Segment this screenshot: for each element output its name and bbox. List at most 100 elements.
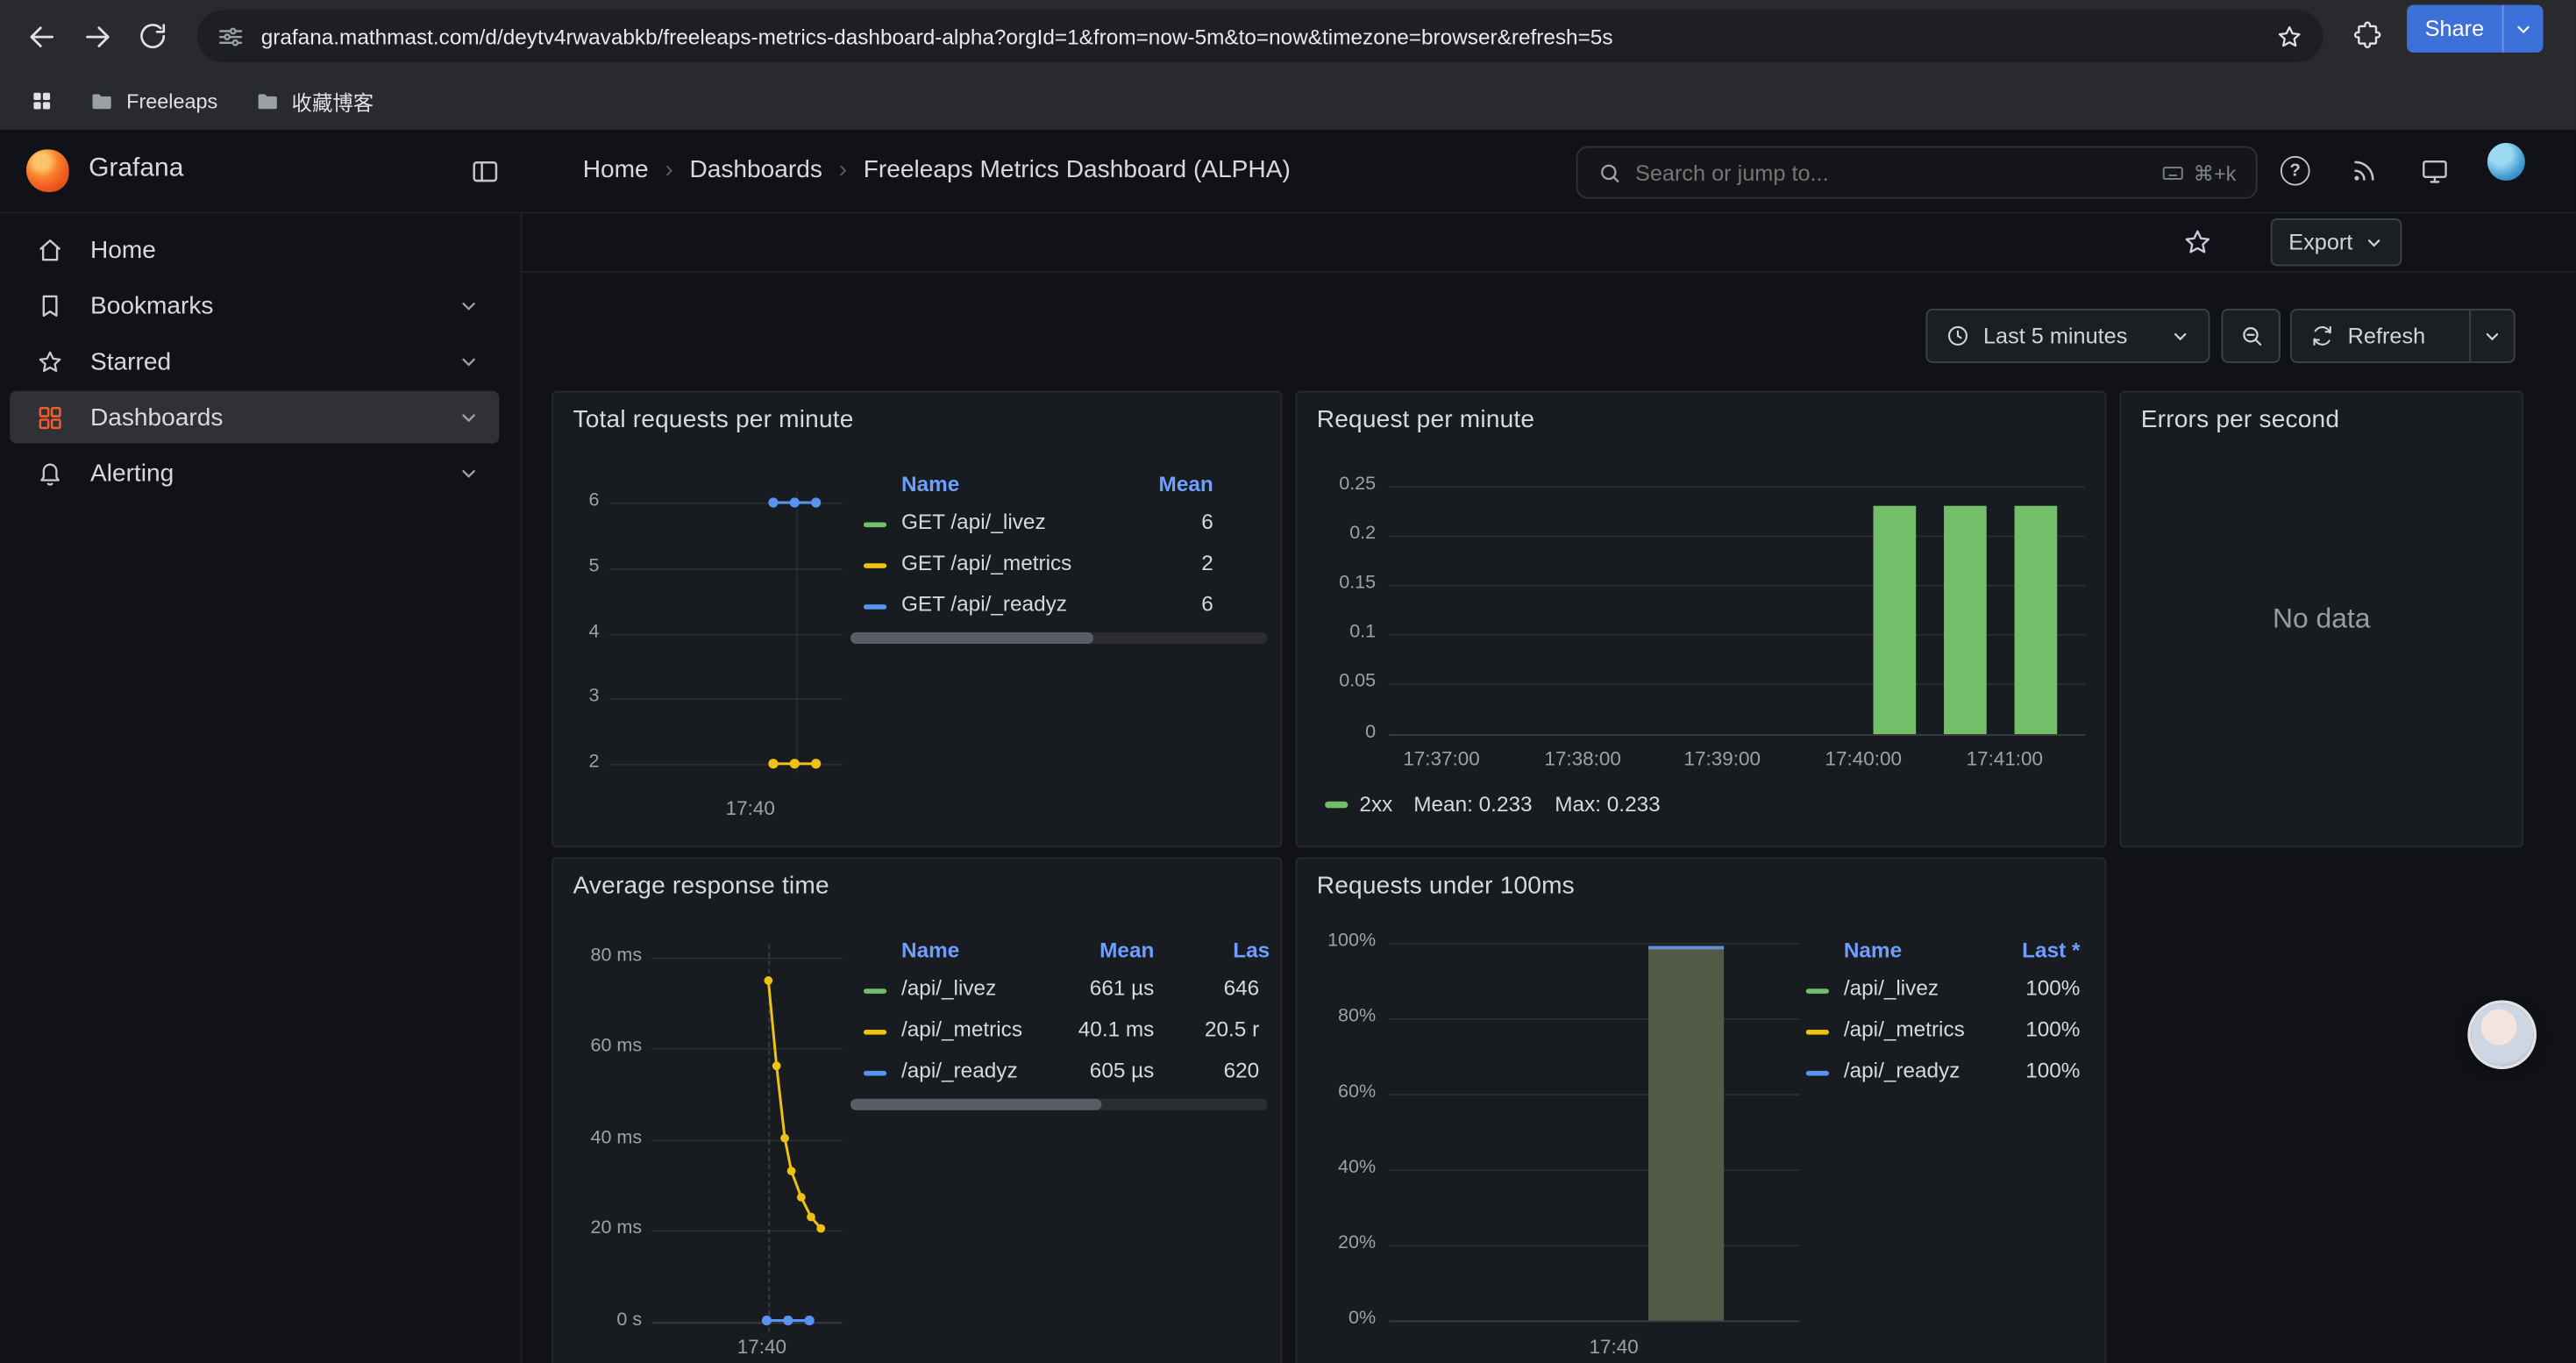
sidebar-item-dashboards[interactable]: Dashboards — [10, 391, 499, 444]
panel-errors-per-second[interactable]: Errors per second No data — [2119, 391, 2523, 848]
legend-col-name[interactable]: Name — [1844, 938, 1902, 962]
panel-request-per-minute[interactable]: Request per minute 0.25 0.2 0.15 0.1 0.0… — [1295, 391, 2106, 848]
panel-total-requests-per-minute[interactable]: Total requests per minute 6 5 4 3 2 17:4… — [551, 391, 1282, 848]
reload-icon[interactable] — [125, 8, 181, 64]
y-tick: 0.05 — [1307, 672, 1377, 691]
legend-max: Max: 0.233 — [1555, 792, 1660, 817]
help-icon[interactable]: ? — [2281, 156, 2310, 186]
breadcrumb-home[interactable]: Home — [583, 156, 649, 184]
bookmark-freeleaps[interactable]: Freeleaps — [79, 82, 228, 121]
y-tick: 0.1 — [1307, 623, 1377, 642]
url-bar[interactable]: grafana.mathmast.com/d/deytv4rwavabkb/fr… — [197, 10, 2323, 62]
y-tick: 80% — [1307, 1007, 1377, 1026]
x-tick: 17:38:00 — [1534, 747, 1632, 770]
breadcrumb-dashboards[interactable]: Dashboards — [689, 156, 822, 184]
bookmark-blogs[interactable]: 收藏博客 — [244, 79, 383, 124]
x-tick: 17:39:00 — [1673, 747, 1771, 770]
legend-col-mean[interactable]: Mean — [1056, 938, 1154, 962]
legend-col-name[interactable]: Name — [901, 471, 959, 496]
legend-col-last[interactable]: Las — [1233, 938, 1270, 962]
floating-avatar[interactable] — [2471, 1003, 2533, 1066]
legend-col-mean[interactable]: Mean — [1114, 471, 1213, 496]
favorite-star-icon[interactable] — [2182, 226, 2214, 258]
sidebar-item-label: Alerting — [90, 459, 174, 487]
legend-col-last[interactable]: Last * — [1974, 938, 2081, 962]
series-swatch — [864, 604, 886, 610]
panel-title: Request per minute — [1317, 406, 1535, 434]
y-tick: 20 ms — [563, 1218, 642, 1238]
panel-average-response-time[interactable]: Average response time 80 ms 60 ms 40 ms … — [551, 857, 1282, 1363]
x-tick: 17:37:00 — [1392, 747, 1491, 770]
series-swatch — [1806, 1071, 1829, 1076]
news-rss-icon[interactable] — [2350, 156, 2380, 186]
chevron-down-icon[interactable] — [458, 406, 479, 427]
refresh-button[interactable]: Refresh — [2290, 309, 2516, 363]
time-range-picker[interactable]: Last 5 minutes — [1925, 309, 2210, 363]
sidebar-nav: Home Bookmarks Starred Dashboards — [0, 213, 522, 1363]
sidebar-toggle-icon[interactable] — [470, 156, 502, 188]
back-icon[interactable] — [13, 8, 69, 64]
url-text[interactable]: grafana.mathmast.com/d/deytv4rwavabkb/fr… — [261, 24, 2259, 48]
bookmark-icon — [36, 291, 64, 319]
sidebar-item-starred[interactable]: Starred — [10, 335, 499, 388]
breadcrumb-separator: › — [665, 156, 672, 184]
legend-scrollbar-thumb[interactable] — [850, 1099, 1101, 1110]
legend-series-label[interactable]: 2xx — [1359, 792, 1392, 817]
x-tick: 17:40 — [711, 796, 790, 819]
series-swatch — [1806, 988, 1829, 994]
y-tick: 0.15 — [1307, 574, 1377, 593]
share-menu-chevron[interactable] — [2502, 5, 2544, 53]
chevron-down-icon[interactable] — [458, 351, 479, 372]
breadcrumb-separator: › — [839, 156, 847, 184]
share-button[interactable]: Share — [2407, 5, 2543, 53]
sidebar-item-label: Bookmarks — [90, 291, 213, 319]
search-input[interactable] — [1635, 161, 2147, 185]
x-tick: 17:40 — [722, 1335, 801, 1358]
browser-chrome: grafana.mathmast.com/d/deytv4rwavabkb/fr… — [0, 0, 2576, 130]
y-tick: 60% — [1307, 1082, 1377, 1102]
chevron-down-icon[interactable] — [458, 462, 479, 483]
dashboard-actions-row: Export — [522, 213, 2575, 272]
bookmark-label: 收藏博客 — [292, 85, 374, 117]
monitor-icon[interactable] — [2420, 156, 2450, 186]
legend-scrollbar-thumb[interactable] — [850, 632, 1093, 644]
y-tick: 3 — [563, 687, 599, 706]
x-tick: 17:40 — [1575, 1335, 1654, 1358]
sidebar-item-home[interactable]: Home — [10, 224, 499, 276]
bookmark-star-icon[interactable] — [2275, 22, 2303, 50]
zoom-out-button[interactable] — [2221, 309, 2280, 363]
legend-col-name[interactable]: Name — [901, 938, 959, 962]
site-settings-icon[interactable] — [217, 22, 245, 50]
legend-mean: Mean: 0.233 — [1413, 792, 1532, 817]
export-button[interactable]: Export — [2271, 218, 2402, 266]
no-data-message: No data — [2121, 393, 2522, 846]
x-tick: 17:41:00 — [1955, 747, 2053, 770]
y-tick: 0.2 — [1307, 524, 1377, 543]
search-shortcut: ⌘+k — [2160, 161, 2236, 185]
apps-grid-icon[interactable] — [19, 80, 62, 123]
panel-requests-under-100ms[interactable]: Requests under 100ms 100% 80% 60% 40% 20… — [1295, 857, 2106, 1363]
y-tick: 4 — [563, 623, 599, 642]
legend-scrollbar[interactable] — [850, 1099, 1268, 1110]
y-tick: 2 — [563, 753, 599, 772]
dashboards-grid-icon — [36, 403, 64, 432]
sidebar-item-bookmarks[interactable]: Bookmarks — [10, 279, 499, 332]
sidebar-item-alerting[interactable]: Alerting — [10, 446, 499, 499]
screen: grafana.mathmast.com/d/deytv4rwavabkb/fr… — [0, 0, 2576, 1363]
series-swatch — [864, 1071, 886, 1076]
extensions-icon[interactable] — [2339, 8, 2395, 64]
panel-title: Total requests per minute — [573, 406, 854, 434]
refresh-interval-chevron[interactable] — [2469, 310, 2514, 361]
y-tick: 40% — [1307, 1158, 1377, 1177]
grafana-header: Grafana Home › Dashboards › Freeleaps Me… — [0, 130, 2576, 213]
search-box[interactable]: ⌘+k — [1576, 146, 2258, 199]
y-tick: 80 ms — [563, 946, 642, 966]
chevron-down-icon — [2364, 232, 2383, 252]
y-tick: 20% — [1307, 1233, 1377, 1252]
chevron-down-icon[interactable] — [458, 295, 479, 316]
legend-scrollbar[interactable] — [850, 632, 1268, 644]
grafana-logo[interactable] — [26, 149, 69, 192]
user-avatar[interactable] — [2487, 143, 2525, 181]
sidebar-item-label: Home — [90, 236, 156, 264]
forward-icon[interactable] — [69, 8, 125, 64]
